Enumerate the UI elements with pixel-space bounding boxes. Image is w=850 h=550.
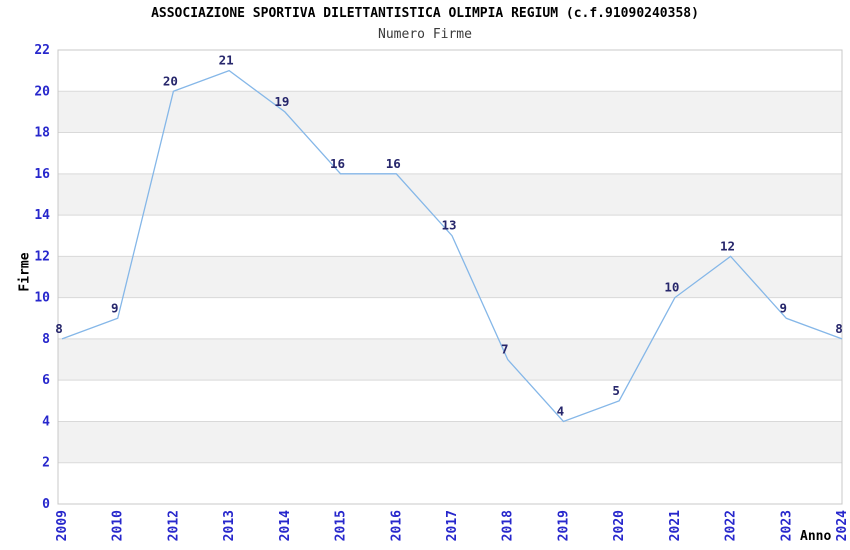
series-line — [61, 69, 843, 423]
y-tick-label: 16 — [34, 167, 50, 182]
data-point-label: 16 — [386, 156, 401, 171]
data-point-label: 8 — [55, 321, 63, 336]
y-tick-label: 8 — [42, 332, 50, 347]
plot-border — [57, 49, 843, 505]
data-point-label: 20 — [163, 73, 178, 88]
y-tick-label: 0 — [42, 497, 50, 512]
y-tick-label: 20 — [34, 84, 50, 99]
data-point-label: 9 — [111, 300, 119, 315]
data-point-label: 10 — [664, 280, 679, 295]
x-tick-label: 2019 — [556, 510, 571, 541]
x-tick-label: 2024 — [835, 510, 850, 541]
plot-band — [58, 91, 842, 133]
x-tick-label: 2015 — [334, 510, 349, 541]
data-point-label: 4 — [557, 403, 565, 418]
y-tick-label: 2 — [42, 456, 50, 471]
y-tick-label: 22 — [34, 43, 50, 58]
data-point-label: 8 — [835, 321, 843, 336]
chart-subtitle: Numero Firme — [378, 27, 472, 42]
x-tick-label: 2023 — [779, 510, 794, 541]
x-tick-label: 2009 — [55, 510, 70, 541]
x-tick-label: 2012 — [166, 510, 181, 541]
y-tick-label: 4 — [42, 414, 50, 429]
y-tick-label: 18 — [34, 126, 50, 141]
data-point-label: 7 — [501, 342, 509, 357]
x-tick-label: 2010 — [111, 510, 126, 541]
plot-band — [58, 338, 842, 381]
data-point-label: 19 — [274, 94, 289, 109]
plot-band — [58, 173, 842, 216]
data-point-label: 12 — [720, 238, 735, 253]
y-tick-label: 6 — [42, 373, 50, 388]
y-tick-label: 12 — [34, 249, 50, 264]
chart-title: ASSOCIAZIONE SPORTIVA DILETTANTISTICA OL… — [151, 6, 699, 21]
x-tick-label: 2018 — [501, 510, 516, 541]
x-tick-label: 2021 — [668, 510, 683, 541]
data-point-label: 21 — [219, 53, 234, 68]
y-tick-label: 10 — [34, 291, 50, 306]
x-tick-label: 2022 — [724, 510, 739, 541]
x-tick-label: 2017 — [445, 510, 460, 541]
x-tick-label: 2020 — [612, 510, 627, 541]
data-point-label: 5 — [612, 383, 620, 398]
data-point-label: 9 — [780, 300, 788, 315]
data-point-label: 13 — [441, 218, 456, 233]
plot-band — [58, 256, 842, 298]
x-tick-label: 2016 — [389, 510, 404, 541]
x-tick-label: 2014 — [278, 510, 293, 541]
y-tick-label: 14 — [34, 208, 50, 223]
data-point-label: 16 — [330, 156, 345, 171]
plot-band — [58, 421, 842, 463]
x-tick-label: 2013 — [222, 510, 237, 541]
x-axis-title: Anno — [800, 529, 832, 544]
